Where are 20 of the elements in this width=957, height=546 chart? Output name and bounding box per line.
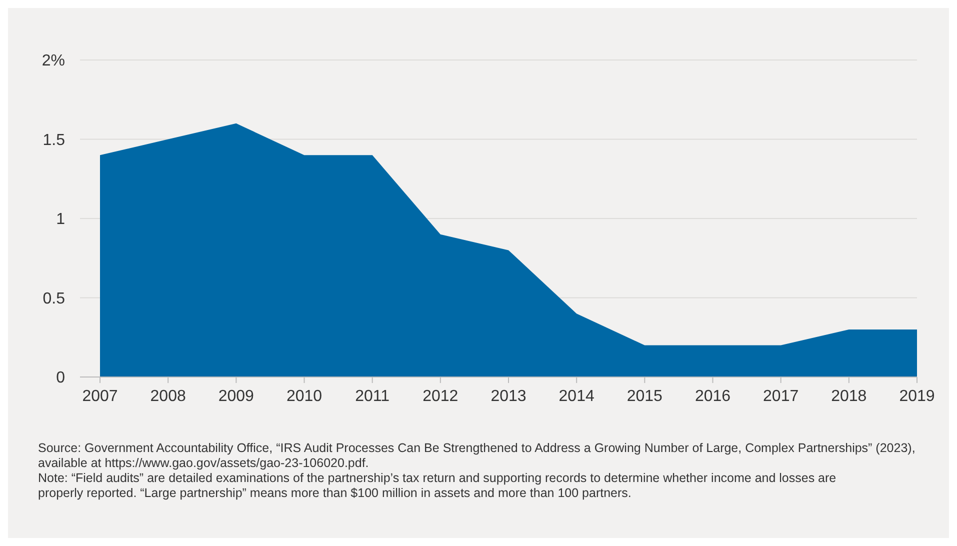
y-tick-label: 1.5 [42,132,66,149]
y-tick-label: 0.5 [42,290,66,308]
x-tick-label: 2018 [831,388,867,405]
y-tick-label: 2% [42,52,65,70]
x-tick-label: 2019 [899,388,935,405]
x-tick-label: 2013 [490,388,526,405]
x-tick-label: 2009 [218,388,254,405]
x-tick-label: 2008 [150,388,186,405]
source-note: Source: Government Accountability Office, “IRS Audit Processes Can Be Strengthened to Address a Growing Number of Large, Complex Partnerships” (2023), available at https://www.gao.gov/assets/gao-23-106020.pdf. [38,441,916,470]
x-tick-label: 2011 [355,388,390,405]
x-tick-label: 2010 [286,388,322,405]
x-tick-label: 2017 [763,388,799,405]
x-tick-label: 2012 [422,388,458,405]
text: Note: “Field audits” are detailed examinations of the partnership’s tax return and supporting records to determine whether income and losses are properly reported. “Large partnership” means more than $100 million in assets and more than 100 partners. [38,471,836,500]
x-tick-label: 2007 [82,388,118,405]
x-tick-label: 2016 [694,388,731,405]
y-tick-label: 1 [56,211,66,228]
y-tick-label: 0 [56,370,66,387]
x-tick-label: 2015 [626,388,663,405]
x-tick-label: 2014 [558,388,594,405]
